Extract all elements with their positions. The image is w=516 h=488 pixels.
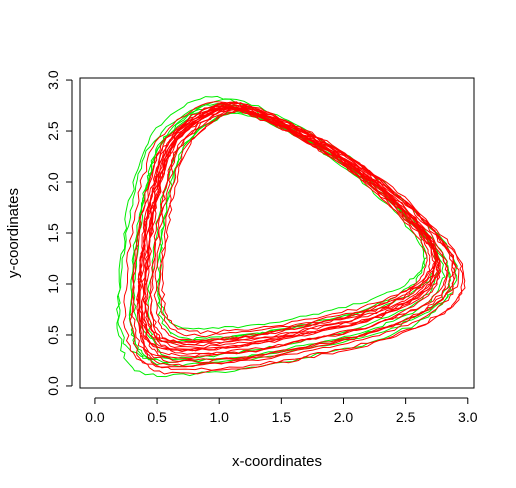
y-tick-label: 1.5 bbox=[45, 223, 61, 243]
x-tick-label: 1.0 bbox=[209, 409, 229, 425]
trajectory-line bbox=[157, 111, 428, 330]
x-tick-label: 0.5 bbox=[147, 409, 167, 425]
trajectory-line bbox=[141, 105, 449, 358]
trajectory-line bbox=[136, 102, 466, 371]
x-axis: 0.0 0.5 1.0 1.5 2.0 2.5 3.0 bbox=[85, 397, 478, 425]
y-tick-label: 3.0 bbox=[45, 70, 61, 90]
trajectory-line bbox=[142, 106, 437, 347]
y-axis: 0.0 0.5 1.0 1.5 2.0 2.5 3.0 bbox=[45, 70, 73, 396]
plot-frame bbox=[79, 77, 475, 389]
trajectory-line bbox=[137, 106, 428, 344]
y-axis-title: y-coordinates bbox=[5, 188, 22, 278]
trajectory-line bbox=[153, 108, 438, 342]
x-tick-label: 2.0 bbox=[334, 409, 354, 425]
trajectory-line bbox=[122, 101, 449, 368]
series-group bbox=[116, 95, 466, 378]
trajectory-line bbox=[149, 105, 454, 355]
trajectory-line bbox=[158, 109, 438, 338]
y-tick-label: 2.5 bbox=[45, 121, 61, 141]
x-tick-label: 2.5 bbox=[396, 409, 416, 425]
y-tick-label: 0.5 bbox=[45, 325, 61, 345]
y-tick-label: 2.0 bbox=[45, 172, 61, 192]
trajectory-line bbox=[141, 106, 456, 363]
x-tick-label: 3.0 bbox=[458, 409, 478, 425]
y-tick-label: 0.0 bbox=[45, 376, 61, 396]
x-tick-label: 0.0 bbox=[85, 409, 105, 425]
trajectory-line bbox=[129, 102, 464, 375]
trajectory-line bbox=[136, 101, 457, 364]
x-axis-title: x-coordinates bbox=[232, 453, 322, 470]
trajectory-line bbox=[161, 109, 437, 335]
x-tick-label: 1.5 bbox=[272, 409, 292, 425]
y-tick-label: 1.0 bbox=[45, 274, 61, 294]
